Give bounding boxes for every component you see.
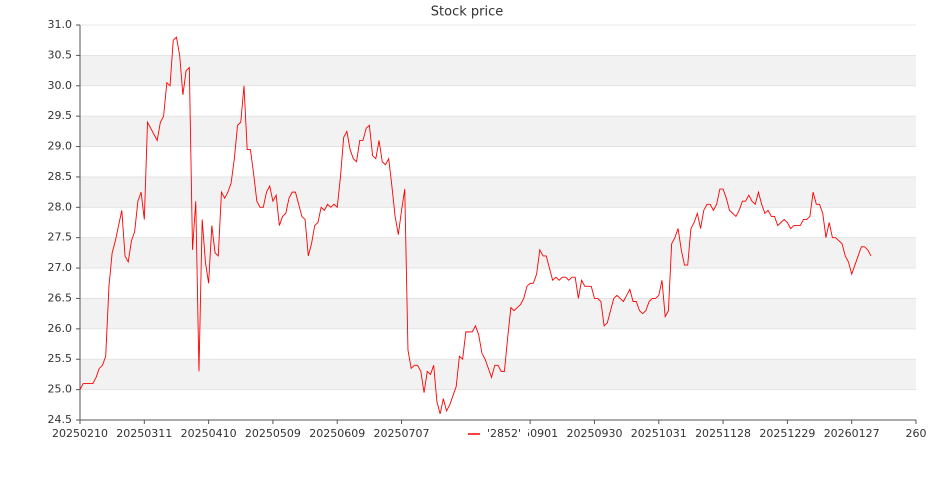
y-tick-label: 30.0 [48, 79, 73, 92]
y-tick-label: 31.0 [48, 18, 73, 31]
y-tick-label: 25.0 [48, 383, 73, 396]
y-tick-label: 29.5 [48, 109, 73, 122]
x-tick-label: 20250410 [181, 427, 237, 440]
y-tick-label: 25.5 [48, 352, 73, 365]
y-tick-label: 29.0 [48, 140, 73, 153]
legend-label: '2852' [487, 427, 521, 440]
x-tick-label: 20260127 [824, 427, 880, 440]
y-tick-label: 24.5 [48, 413, 73, 426]
x-tick-label: 20250509 [245, 427, 301, 440]
chart-title: Stock price [431, 5, 503, 20]
x-tick-label: 20251128 [695, 427, 751, 440]
x-tick-label: 20251229 [759, 427, 815, 440]
y-tick-label: 30.5 [48, 48, 73, 61]
x-tick-label: 260 [906, 427, 927, 440]
y-tick-label: 27.5 [48, 231, 73, 244]
y-tick-label: 26.5 [48, 291, 73, 304]
grid-band [80, 359, 916, 390]
legend-box [462, 426, 528, 442]
grid-band [80, 116, 916, 147]
y-tick-label: 27.0 [48, 261, 73, 274]
line-series [79, 36, 872, 415]
x-tick-label: 20250707 [374, 427, 430, 440]
grid-band [80, 55, 916, 86]
grid-band [80, 176, 916, 208]
grid-band [80, 298, 916, 329]
y-tick-label: 26.0 [48, 322, 73, 335]
x-tick-label: 20250311 [116, 427, 172, 440]
x-tick-label: 20251031 [631, 427, 687, 440]
x-tick-label: 20250210 [52, 427, 108, 440]
y-tick-label: 28.5 [48, 170, 73, 183]
y-tick-label: 28.0 [48, 200, 73, 213]
x-tick-label: 20250930 [566, 427, 622, 440]
x-tick-label: 20250609 [309, 427, 365, 440]
